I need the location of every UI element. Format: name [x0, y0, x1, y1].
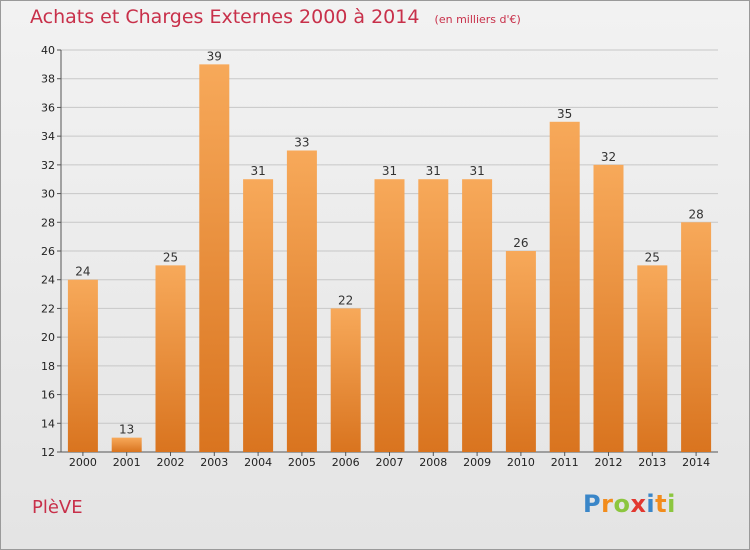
bar [549, 121, 580, 453]
x-tick-label: 2009 [463, 456, 491, 469]
bar [111, 437, 142, 452]
y-tick-label: 14 [41, 417, 55, 430]
bar-value-label: 24 [75, 265, 90, 279]
bar [67, 279, 98, 452]
proxiti-logo[interactable]: Proxiti [583, 490, 676, 518]
bar-value-label: 33 [294, 136, 309, 150]
y-tick-label: 12 [41, 446, 55, 459]
logo-letter: t [655, 490, 668, 518]
logo-letter: x [630, 490, 647, 518]
x-tick-label: 2007 [376, 456, 404, 469]
logo-letter: P [583, 490, 602, 518]
bar-value-label: 26 [513, 236, 528, 250]
x-tick-label: 2002 [157, 456, 185, 469]
bar [199, 64, 230, 452]
bar-value-label: 32 [601, 150, 616, 164]
bar-value-label: 25 [645, 250, 660, 264]
chart-header: Achats et Charges Externes 2000 à 2014 (… [30, 6, 521, 28]
x-tick-label: 2006 [332, 456, 360, 469]
bar [286, 150, 317, 452]
bar [637, 265, 668, 452]
y-tick-label: 20 [41, 331, 55, 344]
x-tick-label: 2004 [244, 456, 272, 469]
bar [330, 308, 361, 452]
x-tick-label: 2000 [69, 456, 97, 469]
bar-value-label: 13 [119, 423, 134, 437]
bar [462, 179, 493, 452]
bar [505, 251, 536, 452]
bar-value-label: 22 [338, 293, 353, 307]
bar-value-label: 31 [250, 164, 265, 178]
y-tick-label: 36 [41, 101, 55, 114]
bar [243, 179, 274, 452]
y-tick-label: 28 [41, 216, 55, 229]
y-tick-label: 30 [41, 188, 55, 201]
bar [418, 179, 449, 452]
bar-value-label: 35 [557, 107, 572, 121]
y-tick-label: 38 [41, 73, 55, 86]
logo-letter: i [667, 490, 676, 518]
bar [593, 164, 624, 452]
x-tick-label: 2008 [419, 456, 447, 469]
bar [155, 265, 186, 452]
x-tick-label: 2003 [200, 456, 228, 469]
y-tick-label: 24 [41, 274, 55, 287]
logo-letter: o [613, 490, 631, 518]
x-tick-label: 2011 [551, 456, 579, 469]
bars [67, 64, 712, 453]
bar-value-label: 31 [382, 164, 397, 178]
labels: 24 2000 13 2001 25 2002 39 2003 31 2004 33 2005 22 20… [69, 49, 710, 469]
y-tick-label: 26 [41, 245, 55, 258]
x-tick-label: 2013 [638, 456, 666, 469]
y-tick-label: 32 [41, 159, 55, 172]
bar-value-label: 31 [426, 164, 441, 178]
x-tick-label: 2012 [595, 456, 623, 469]
logo-letter: r [601, 490, 614, 518]
y-tick-label: 34 [41, 130, 55, 143]
bar-value-label: 25 [163, 250, 178, 264]
bar [374, 179, 405, 452]
x-tick-label: 2010 [507, 456, 535, 469]
bar [681, 222, 712, 452]
commune-name: PlèVE [32, 497, 83, 518]
chart-unit: (en milliers d'€) [434, 13, 521, 26]
y-tick-label: 18 [41, 360, 55, 373]
y-tick-label: 40 [41, 44, 55, 57]
bar-value-label: 28 [688, 207, 703, 221]
logo-letter: i [646, 490, 656, 518]
y-tick-label: 16 [41, 389, 55, 402]
bar-value-label: 39 [207, 49, 222, 63]
x-tick-label: 2005 [288, 456, 316, 469]
chart-title: Achats et Charges Externes 2000 à 2014 [30, 6, 420, 28]
y-tick-label: 22 [41, 302, 55, 315]
x-tick-label: 2014 [682, 456, 710, 469]
bar-value-label: 31 [469, 164, 484, 178]
x-tick-label: 2001 [113, 456, 141, 469]
